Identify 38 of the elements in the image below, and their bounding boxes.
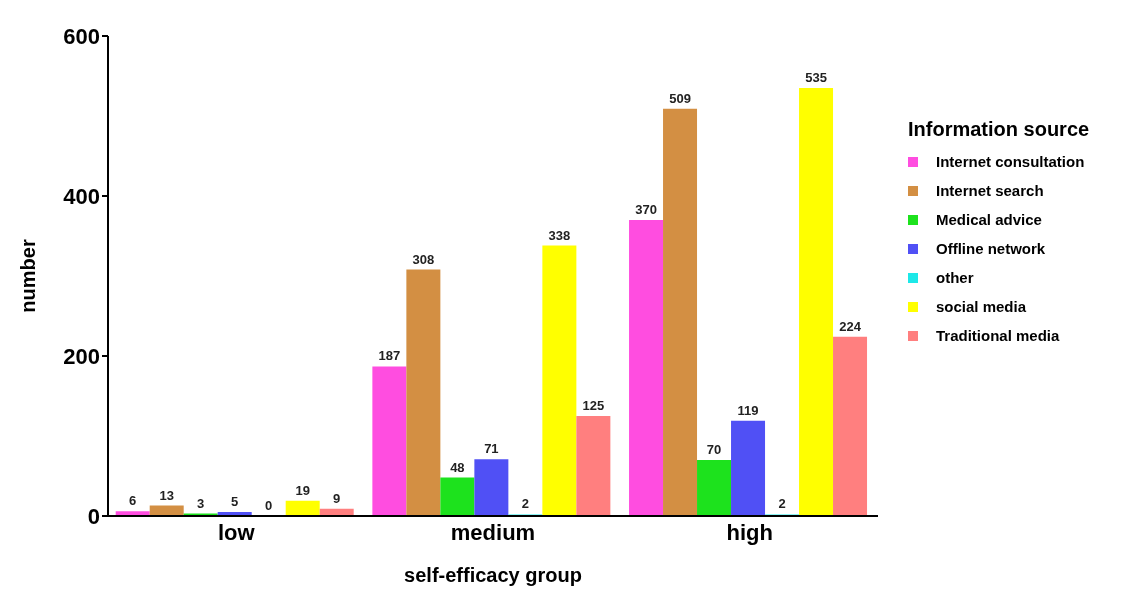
data-label: 125 (582, 398, 605, 413)
data-label: 2 (521, 496, 529, 512)
legend-label: Medical advice (935, 210, 1043, 230)
x-tick-label: high (726, 519, 773, 545)
data-label: 13 (159, 487, 174, 503)
y-tick-label: 400 (63, 183, 100, 209)
legend-label: Offline network (935, 239, 1047, 259)
data-label: 187 (378, 348, 401, 364)
legend-label: Internet search (935, 181, 1045, 201)
data-label: 509 (669, 90, 691, 106)
data-label: 338 (548, 227, 571, 243)
data-label: 535 (805, 70, 827, 85)
data-label: 119 (737, 402, 759, 418)
x-tick-label: medium (450, 519, 536, 545)
data-label: 370 (635, 202, 657, 217)
legend-label: Traditional media (935, 326, 1061, 346)
x-tick-label: low (218, 519, 256, 545)
legend-label: other (935, 268, 975, 288)
legend-label: Internet consultation (935, 152, 1086, 172)
data-label: 71 (484, 441, 499, 457)
x-axis-title: self-efficacy group (404, 564, 582, 586)
data-label: 308 (412, 251, 435, 267)
y-tick-label: 0 (87, 503, 100, 529)
data-label: 5 (231, 494, 239, 509)
data-label: 2 (778, 496, 786, 512)
data-label: 70 (706, 442, 722, 457)
data-label: 48 (450, 459, 465, 475)
y-axis-title: number (17, 239, 40, 313)
y-tick-label: 600 (63, 23, 100, 49)
data-label: 0 (265, 497, 273, 513)
data-label: 9 (333, 490, 341, 506)
legend-title: Information source (908, 118, 1091, 141)
legend-label: social media (935, 297, 1028, 317)
data-label: 19 (295, 482, 310, 498)
data-label: 224 (839, 318, 862, 334)
data-label: 3 (197, 495, 205, 511)
y-tick-label: 200 (63, 343, 100, 369)
data-label: 6 (129, 493, 137, 509)
